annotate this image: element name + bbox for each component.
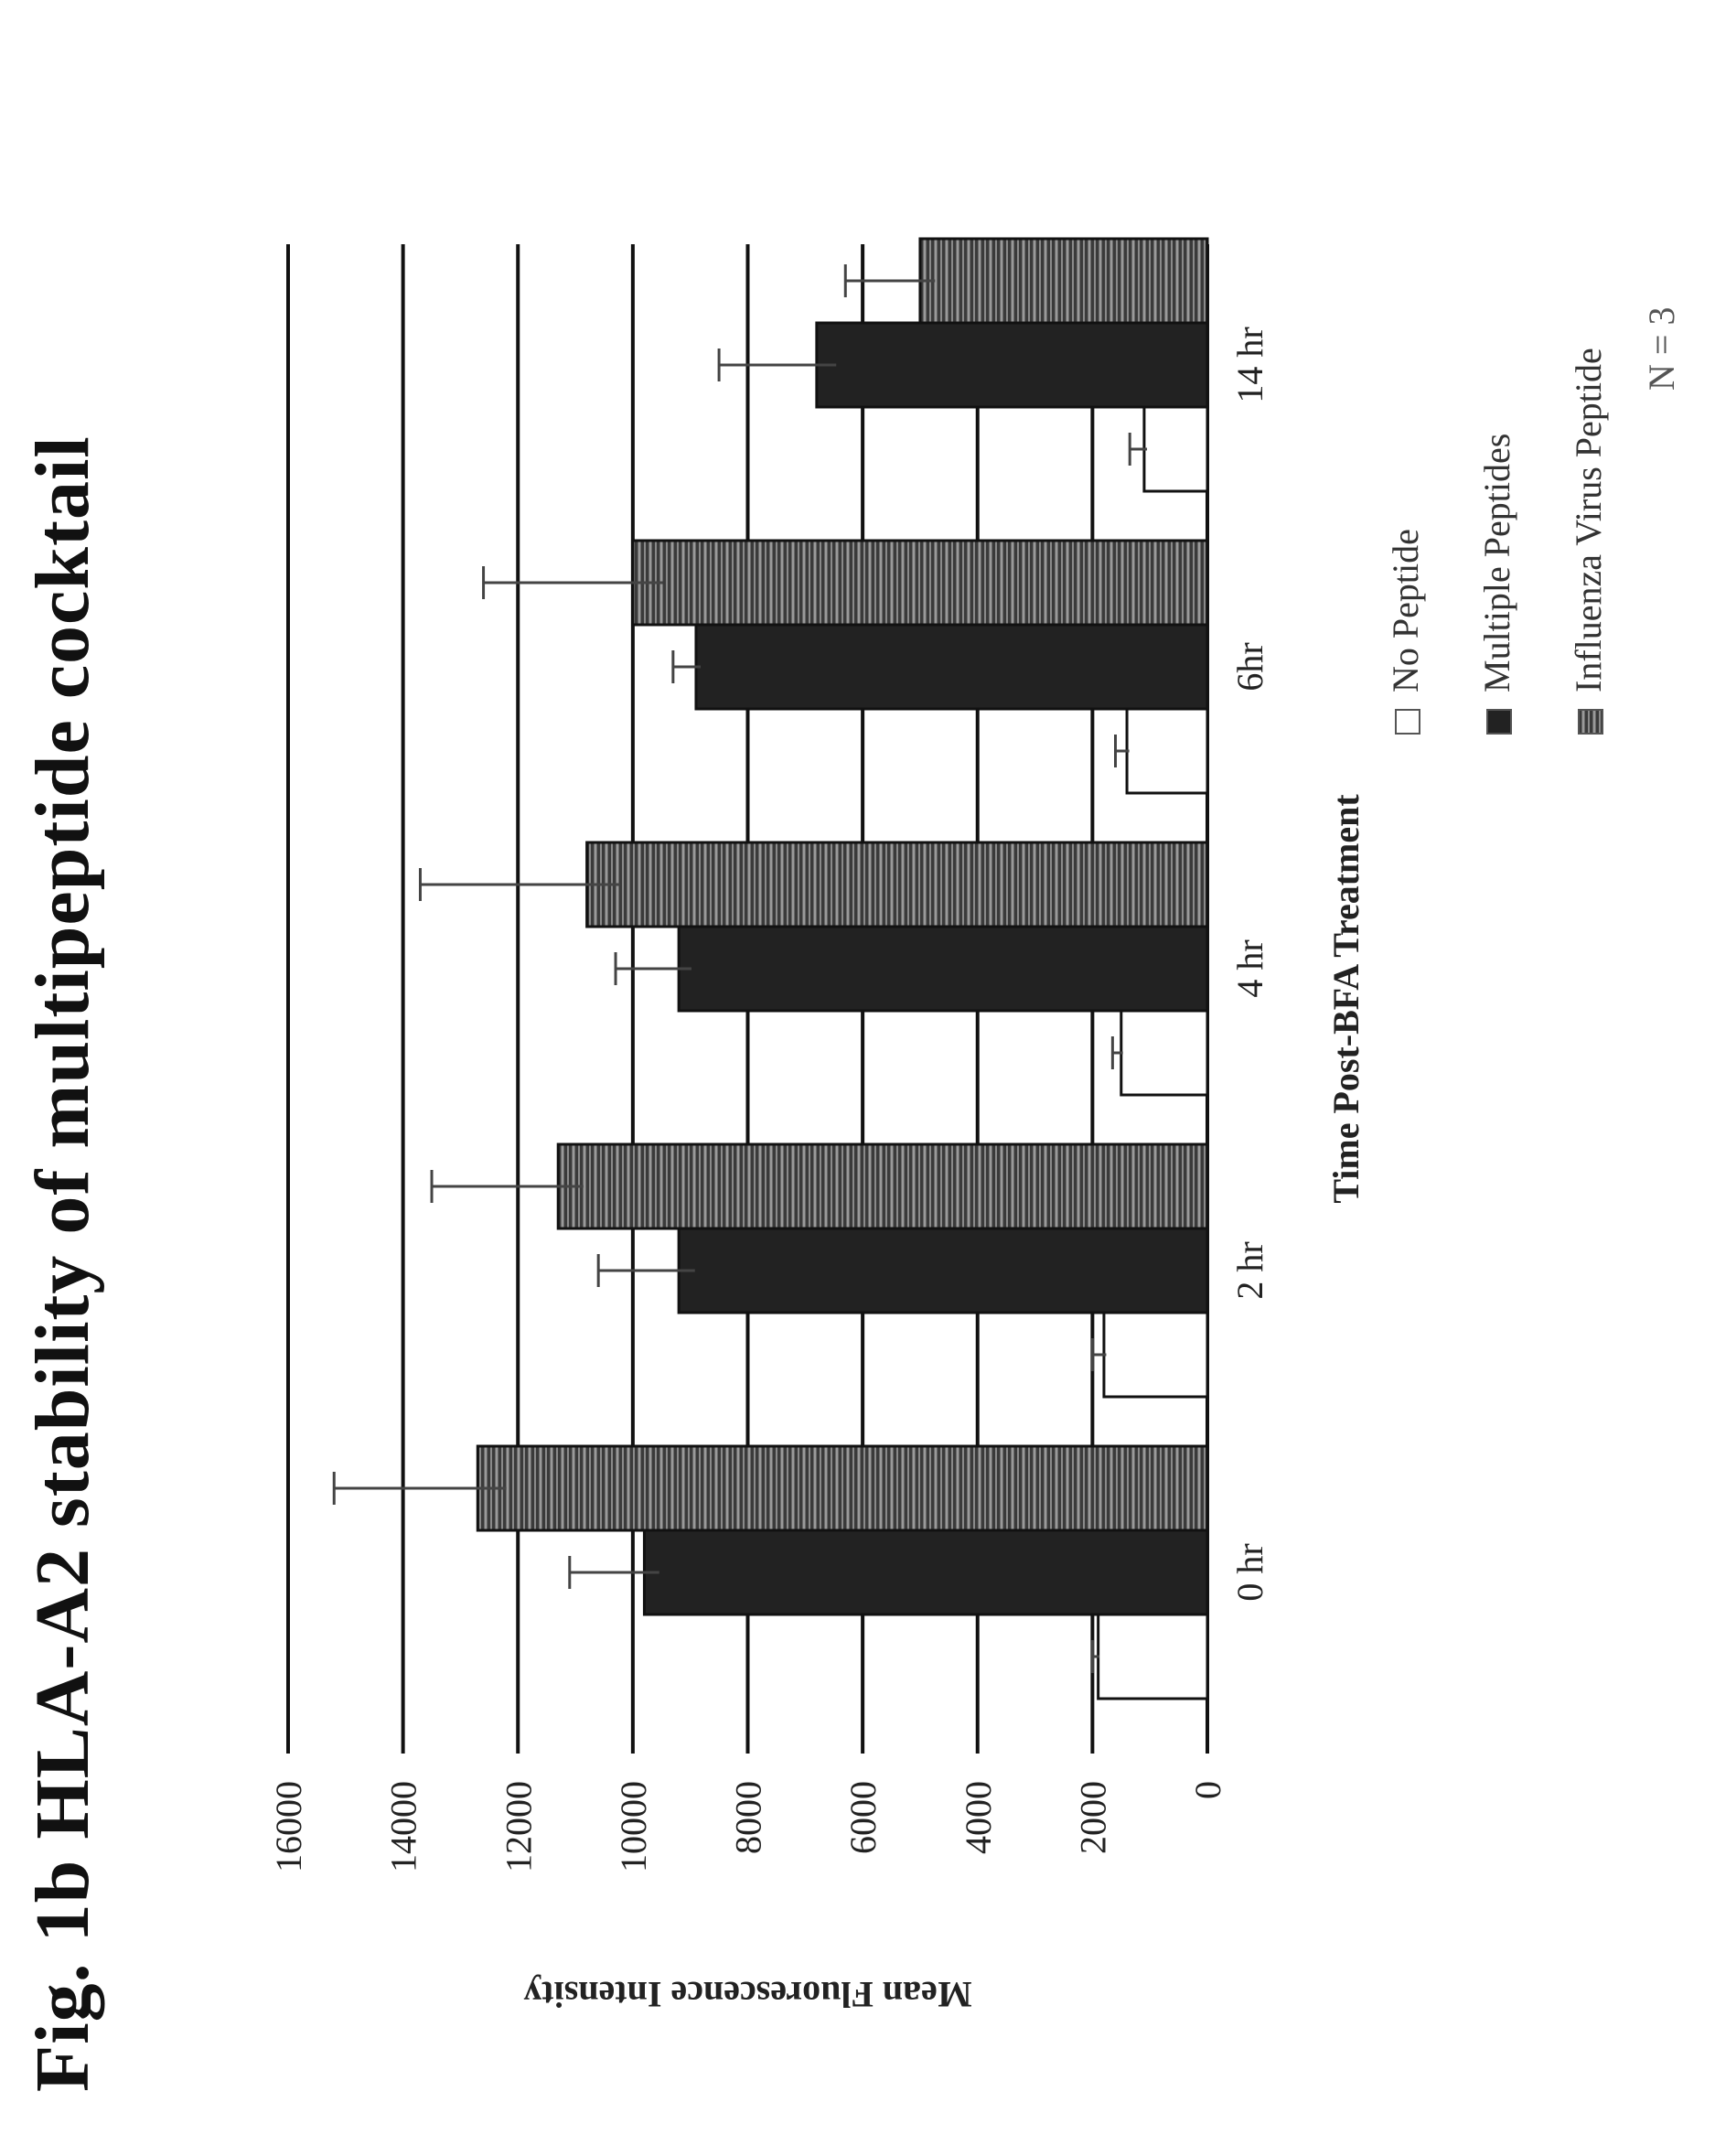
legend-swatch: [1578, 709, 1603, 735]
bar: [642, 1529, 1209, 1616]
bar: [677, 925, 1209, 1013]
legend-label: Influenza Virus Peptide: [1568, 348, 1609, 692]
y-tick-label: 8000: [728, 1781, 769, 1854]
bar: [1097, 1613, 1209, 1700]
y-tick-label: 0: [1187, 1781, 1228, 1799]
bar: [1142, 405, 1209, 493]
y-tick-label: 14000: [383, 1781, 424, 1872]
bar: [677, 1227, 1209, 1314]
y-tick-label: 12000: [498, 1781, 539, 1872]
bar: [631, 539, 1209, 627]
x-tick-label: 6hr: [1229, 642, 1270, 691]
bar: [476, 1444, 1209, 1532]
bar: [694, 623, 1209, 711]
legend-swatch: [1486, 709, 1512, 735]
x-tick-label: 14 hr: [1229, 327, 1270, 402]
y-tick-label: 6000: [842, 1781, 884, 1854]
legend-label: Multiple Peptides: [1476, 434, 1517, 692]
legend-swatch: [1395, 709, 1420, 735]
bar: [918, 237, 1209, 325]
bar: [1125, 707, 1209, 795]
labels-layer: 0 2000 4000 6000 8000 10000 12000 14000 16000 0 h…: [268, 307, 1682, 2015]
bar: [556, 1142, 1209, 1230]
legend: No Peptide Multiple Peptides Influenza Vir…: [1385, 348, 1609, 735]
bar: [585, 841, 1209, 928]
legend-label: No Peptide: [1385, 529, 1426, 692]
bar: [1102, 1311, 1209, 1399]
bar: [815, 321, 1209, 409]
x-axis-title: Time Post-BFA Treatment: [1325, 794, 1367, 1204]
bars-layer: [476, 237, 1209, 1700]
error-bars-layer: [332, 264, 1148, 1673]
bar: [1120, 1009, 1209, 1097]
x-tick-label: 4 hr: [1229, 939, 1270, 997]
x-tick-label: 0 hr: [1229, 1543, 1270, 1601]
x-tick-label: 2 hr: [1229, 1241, 1270, 1299]
y-tick-label: 16000: [268, 1781, 309, 1872]
sample-size-note: N = 3: [1641, 307, 1682, 391]
y-tick-label: 10000: [613, 1781, 654, 1872]
y-axis-title: Mean Fluorescence Intensity: [523, 1974, 971, 2015]
y-tick-label: 4000: [958, 1781, 999, 1854]
y-tick-label: 2000: [1072, 1781, 1113, 1854]
